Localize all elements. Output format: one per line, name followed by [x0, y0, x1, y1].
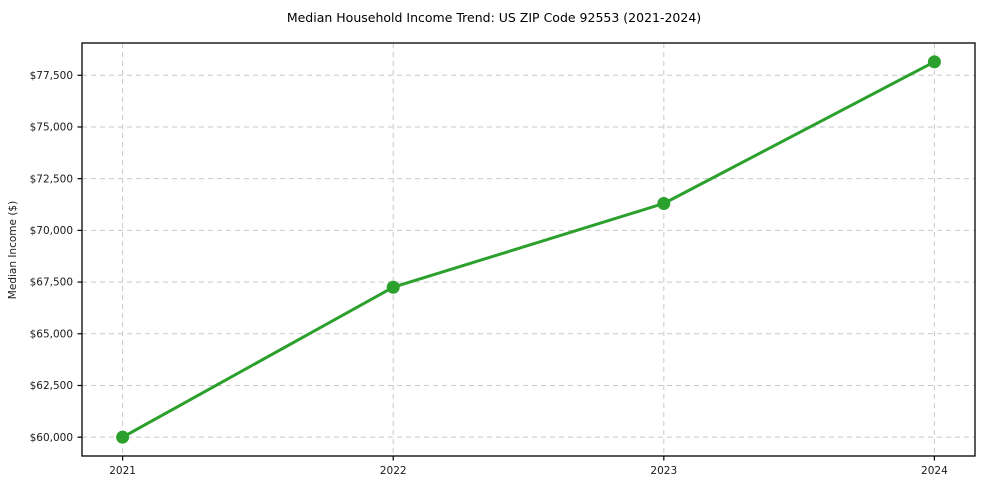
y-axis-label: Median Income ($) — [7, 201, 19, 299]
x-tick-label: 2021 — [109, 465, 136, 477]
chart-title: Median Household Income Trend: US ZIP Co… — [287, 10, 701, 25]
y-tick-label: $77,500 — [30, 70, 73, 82]
axes-spines — [81, 42, 976, 457]
y-tick-label: $60,000 — [30, 432, 73, 444]
data-point — [657, 196, 671, 210]
y-tick-label: $62,500 — [30, 380, 73, 392]
y-tick-label: $70,000 — [30, 225, 73, 237]
data-point — [116, 430, 130, 444]
income-trend-line — [121, 60, 936, 439]
x-tick-label: 2023 — [650, 465, 677, 477]
y-tick-label: $67,500 — [30, 277, 73, 289]
x-tick-label: 2024 — [921, 465, 948, 477]
plot-area: $60,000 $62,500 $65,000 $67,500 $70,000 $72,5… — [30, 42, 976, 477]
data-point — [927, 55, 941, 69]
x-tick-label: 2022 — [380, 465, 407, 477]
y-tick-label: $72,500 — [30, 173, 73, 185]
y-tick-label: $75,000 — [30, 122, 73, 134]
data-point — [386, 280, 400, 294]
y-tick-label: $65,000 — [30, 328, 73, 340]
